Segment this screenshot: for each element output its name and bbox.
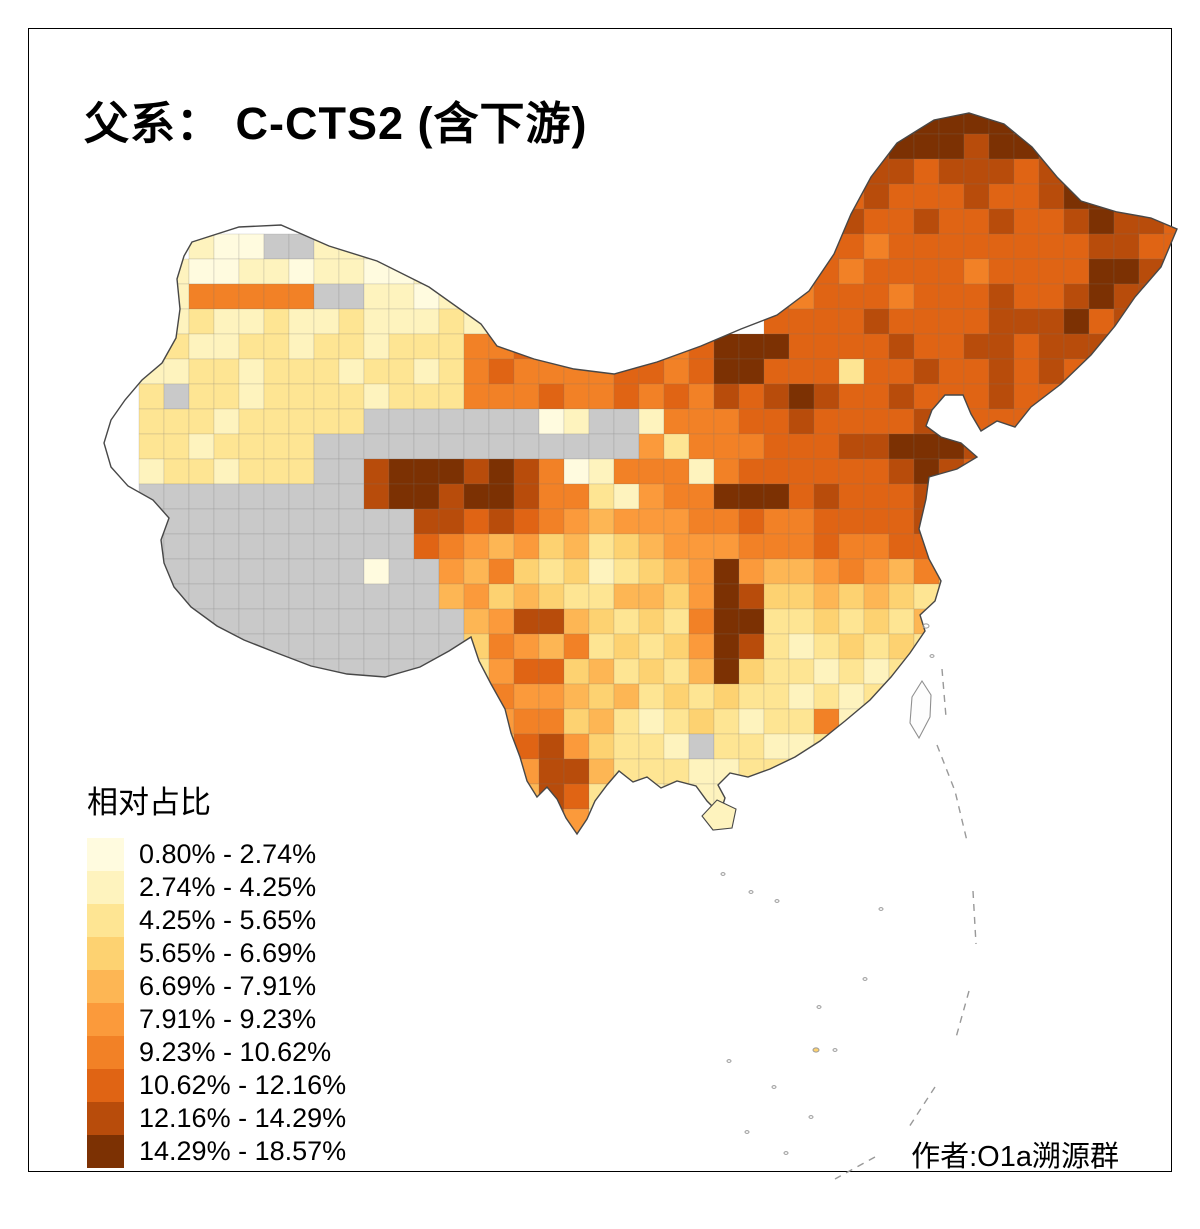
legend-label: 12.16% - 14.29%	[139, 1103, 347, 1133]
legend-swatch	[87, 871, 124, 904]
legend-label: 7.91% - 9.23%	[139, 1004, 317, 1034]
legend-title: 相对占比	[87, 785, 211, 820]
legend-label: 10.62% - 12.16%	[139, 1070, 347, 1100]
map-title: 父系： C-CTS2 (含下游)	[84, 98, 588, 149]
legend-label: 9.23% - 10.62%	[139, 1037, 332, 1067]
legend-swatch	[87, 904, 124, 937]
legend-swatch	[87, 1069, 124, 1102]
china-map-svg	[103, 112, 1178, 1180]
legend-item: 9.23% - 10.62%	[87, 1036, 346, 1069]
legend-label: 6.69% - 7.91%	[139, 971, 317, 1001]
legend-item: 12.16% - 14.29%	[87, 1102, 346, 1135]
legend-items: 0.80% - 2.74% 2.74% - 4.25% 4.25% - 5.65% 5…	[87, 838, 346, 1168]
legend-swatch	[87, 1036, 124, 1069]
legend-swatch	[87, 1003, 124, 1036]
legend-swatch	[87, 1135, 124, 1168]
legend-item: 4.25% - 5.65%	[87, 904, 346, 937]
legend-item: 14.29% - 18.57%	[87, 1135, 346, 1168]
legend-item: 10.62% - 12.16%	[87, 1069, 346, 1102]
legend-item: 5.65% - 6.69%	[87, 937, 346, 970]
legend-label: 14.29% - 18.57%	[139, 1136, 347, 1166]
page-frame: 父系： C-CTS2 (含下游) 相对占比 0.80% - 2.74% 2.74%…	[28, 28, 1178, 1180]
legend-label: 5.65% - 6.69%	[139, 938, 317, 968]
legend-swatch	[87, 970, 124, 1003]
legend-swatch	[87, 937, 124, 970]
legend-item: 6.69% - 7.91%	[87, 970, 346, 1003]
legend-label: 0.80% - 2.74%	[139, 839, 317, 869]
legend-label: 2.74% - 4.25%	[139, 872, 317, 902]
legend-item: 0.80% - 2.74%	[87, 838, 346, 871]
legend-item: 7.91% - 9.23%	[87, 1003, 346, 1036]
attribution: 作者:O1a溯源群	[911, 1141, 1119, 1173]
legend-item: 2.74% - 4.25%	[87, 871, 346, 904]
legend: 相对占比 0.80% - 2.74% 2.74% - 4.25% 4.25% - 5…	[87, 777, 346, 1168]
legend-label: 4.25% - 5.65%	[139, 905, 317, 935]
legend-swatch	[87, 1102, 124, 1135]
legend-swatch	[87, 838, 124, 871]
